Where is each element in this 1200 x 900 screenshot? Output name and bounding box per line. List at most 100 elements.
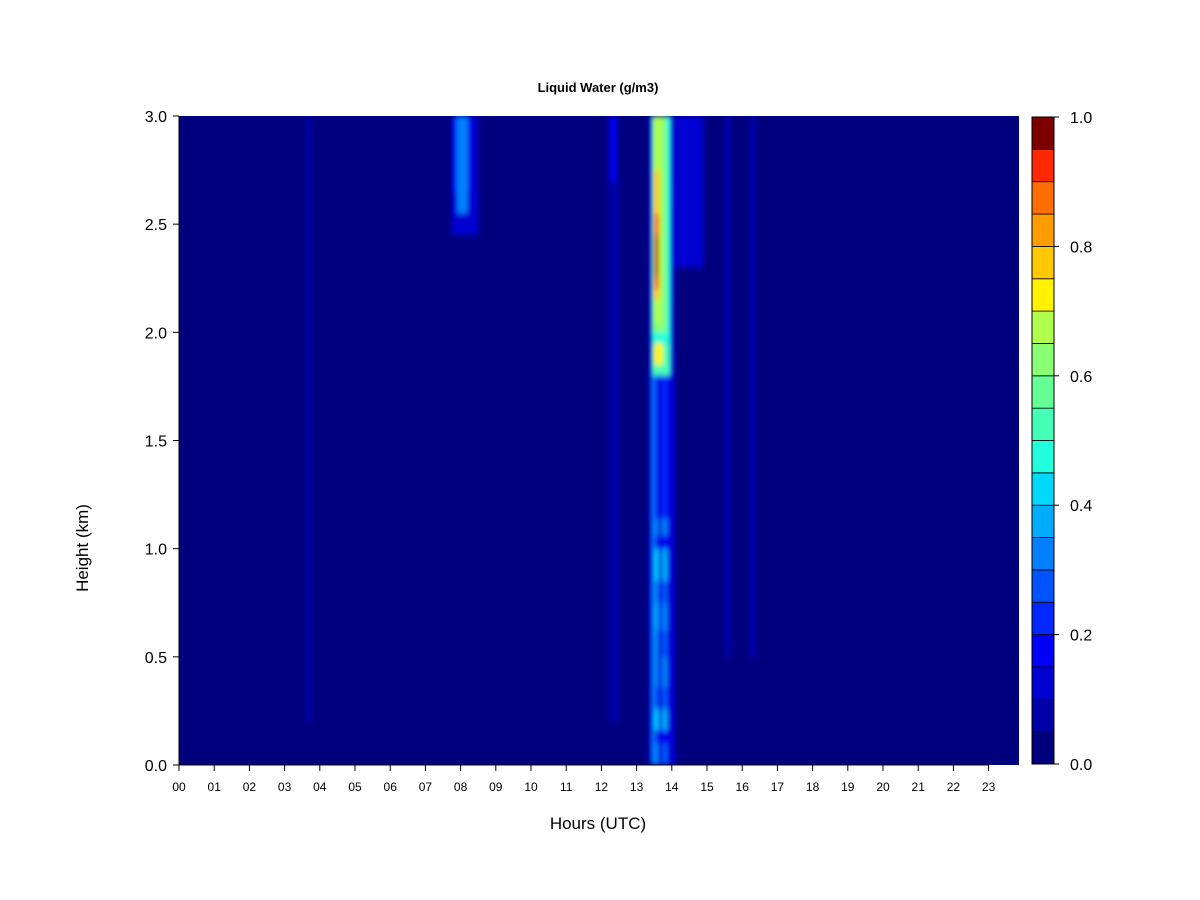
- x-tick-label: 18: [806, 780, 820, 794]
- x-tick-label: 00: [172, 780, 186, 794]
- x-tick-label: 06: [384, 780, 398, 794]
- heatmap-cell: [654, 708, 659, 731]
- x-tick-label: 07: [419, 780, 433, 794]
- x-tick-label: 23: [982, 780, 996, 794]
- heatmap-cell: [661, 581, 668, 603]
- y-tick-label: 0.0: [145, 758, 167, 775]
- y-tick-label: 1.5: [145, 434, 167, 451]
- x-tick-label: 01: [208, 780, 222, 794]
- x-tick-label: 14: [665, 780, 679, 794]
- colorbar-tick-label: 0.0: [1070, 757, 1092, 774]
- colorbar-swatch: [1031, 666, 1055, 700]
- y-tick-label: 1.0: [145, 542, 167, 559]
- colorbar-tick-label: 0.4: [1070, 498, 1092, 515]
- heatmap-cell: [661, 518, 668, 536]
- heatmap-cell: [654, 602, 659, 631]
- colorbar-swatch: [1031, 698, 1055, 733]
- x-tick-label: 21: [912, 780, 926, 794]
- colorbar-tick-label: 0.2: [1070, 628, 1092, 645]
- heatmap-cell: [661, 730, 668, 744]
- heatmap-cell: [661, 656, 668, 688]
- heatmap-cell: [654, 581, 659, 603]
- heatmap-cell: [654, 743, 659, 765]
- colorbar-swatch: [1031, 181, 1055, 215]
- plot-area: [179, 116, 1019, 765]
- chart-title: Liquid Water (g/m3): [538, 80, 659, 95]
- colorbar-swatch: [1031, 343, 1055, 377]
- colorbar: 0.0 0.2 0.4 0.6 0.8 1.0: [1031, 110, 1092, 774]
- heatmap-cell: [661, 687, 668, 709]
- colorbar-swatch: [1031, 731, 1055, 765]
- heatmap-cell: [661, 548, 668, 582]
- colorbar-swatch: [1031, 634, 1055, 668]
- colorbar-swatch: [1031, 407, 1055, 441]
- colorbar-swatch: [1031, 213, 1055, 247]
- plot-background: [179, 116, 1019, 765]
- x-tick-label: 02: [243, 780, 257, 794]
- x-axis: 00 01 02 03 04 05 06 07 08 09 10 11 12 13 14 15 16 17 18 19…: [172, 764, 996, 794]
- colorbar-swatch: [1031, 116, 1055, 150]
- colorbar-swatch: [1031, 537, 1055, 571]
- heatmap-cell: [661, 602, 668, 631]
- x-tick-label: 22: [947, 780, 961, 794]
- y-tick-label: 3.0: [145, 109, 167, 126]
- colorbar-tick-label: 0.6: [1070, 369, 1092, 386]
- x-tick-label: 04: [313, 780, 327, 794]
- heatmap-cell: [749, 116, 757, 657]
- colorbar-frame: [1031, 116, 1055, 765]
- heatmap-cell: [654, 730, 659, 744]
- heatmap-cell: [654, 630, 659, 657]
- colorbar-swatch: [1031, 375, 1055, 409]
- heatmap-cell: [654, 548, 659, 582]
- colorbar-swatch: [1031, 278, 1055, 312]
- heatmap-cell: [661, 535, 668, 549]
- colorbar-swatch: [1031, 310, 1055, 344]
- y-axis-label: Height (km): [73, 504, 92, 592]
- x-tick-label: 20: [876, 780, 890, 794]
- heatmap-cell: [654, 535, 659, 549]
- heatmap-cell: [654, 375, 659, 519]
- y-axis: 0.0 0.5 1.0 1.5 2.0 2.5 3.0: [145, 109, 180, 775]
- heatmap-cell: [654, 687, 659, 709]
- heatmap-cell: [666, 116, 704, 268]
- heatmap-cell: [457, 116, 468, 214]
- heatmap-cell: [610, 116, 616, 181]
- colorbar-tick-label: 0.8: [1070, 239, 1092, 256]
- colorbar-swatch: [1031, 569, 1055, 603]
- x-tick-label: 12: [595, 780, 609, 794]
- heatmap-cell: [661, 708, 668, 731]
- x-tick-label: 09: [489, 780, 503, 794]
- heatmap-cell: [661, 375, 668, 519]
- heatmap-cell: [608, 116, 619, 722]
- x-tick-label: 15: [700, 780, 714, 794]
- colorbar-swatch: [1031, 440, 1055, 474]
- colorbar-swatch: [1031, 472, 1055, 506]
- x-tick-label: 16: [736, 780, 750, 794]
- x-tick-label: 08: [454, 780, 468, 794]
- heatmap-cell: [654, 343, 663, 365]
- y-tick-label: 2.5: [145, 217, 167, 234]
- x-tick-label: 19: [841, 780, 855, 794]
- colorbar-tick-label: 1.0: [1070, 110, 1092, 127]
- x-tick-label: 11: [560, 780, 573, 794]
- x-tick-label: 13: [630, 780, 644, 794]
- x-tick-label: 17: [771, 780, 785, 794]
- x-tick-label: 03: [278, 780, 292, 794]
- heatmap-cell: [652, 375, 655, 765]
- x-tick-label: 05: [348, 780, 362, 794]
- heatmap-cell: [661, 630, 668, 657]
- colorbar-swatch: [1031, 601, 1055, 635]
- heatmap-cell: [654, 518, 659, 536]
- colorbar-swatch: [1031, 148, 1055, 183]
- y-tick-label: 2.0: [145, 325, 167, 342]
- y-tick-label: 0.5: [145, 650, 167, 667]
- x-axis-label: Hours (UTC): [550, 814, 646, 833]
- heatmap-cell: [654, 656, 659, 688]
- colorbar-swatch: [1031, 504, 1055, 538]
- heatmap-cell: [661, 743, 668, 765]
- colorbar-swatch: [1031, 245, 1055, 280]
- heatmap-cell: [655, 234, 658, 279]
- heatmap-cell: [724, 116, 732, 657]
- heatmap-cell: [305, 116, 313, 722]
